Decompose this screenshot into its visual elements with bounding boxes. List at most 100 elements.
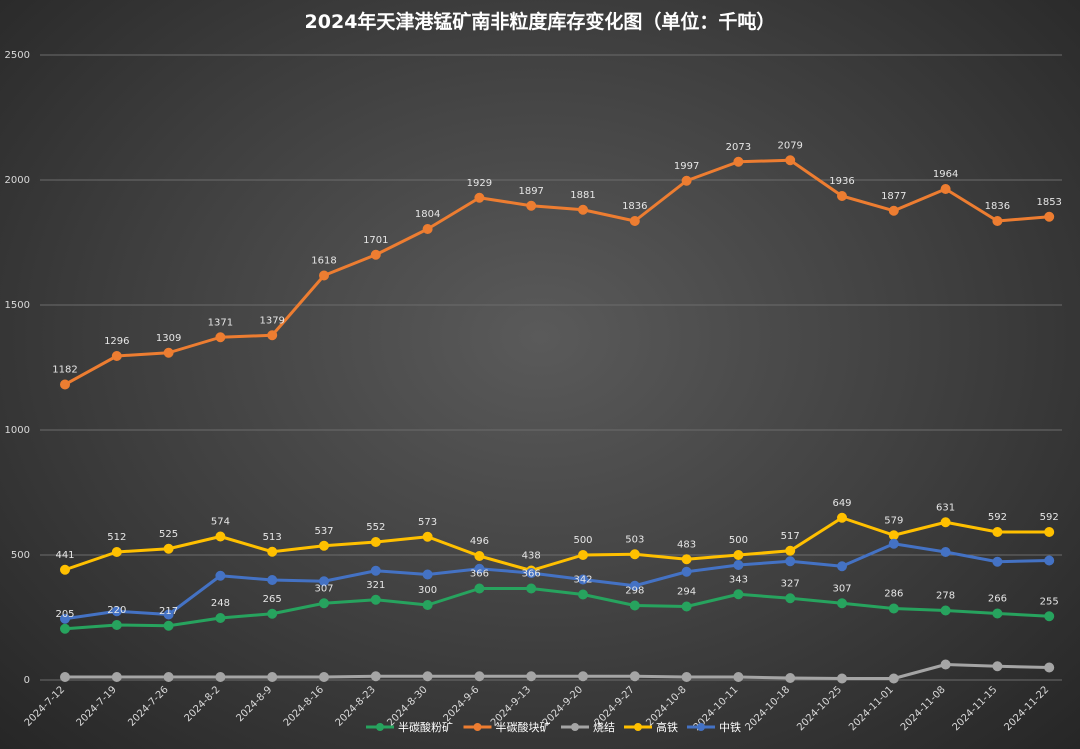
- y-tick-label: 2500: [5, 50, 30, 61]
- data-point: [370, 537, 381, 547]
- data-label: 1881: [570, 190, 595, 201]
- series-line: [64, 516, 1050, 572]
- data-label: 294: [677, 587, 696, 598]
- series-lines: [60, 155, 1055, 684]
- data-point: [733, 672, 744, 682]
- data-label: 500: [573, 535, 592, 546]
- data-point: [422, 600, 433, 610]
- data-point: [267, 608, 278, 619]
- data-label: 1997: [674, 161, 699, 172]
- data-point: [111, 547, 122, 557]
- data-label: 342: [573, 575, 592, 586]
- data-label: 2079: [777, 140, 802, 151]
- gridlines: [40, 54, 1062, 681]
- data-label: 1182: [52, 365, 77, 376]
- data-label: 248: [211, 598, 230, 609]
- data-label: 1371: [208, 317, 233, 328]
- data-point: [60, 564, 70, 575]
- data-point: [370, 671, 381, 682]
- data-point: [837, 561, 847, 572]
- data-point: [733, 589, 744, 600]
- data-point: [526, 583, 537, 594]
- data-label: 1296: [104, 336, 129, 347]
- data-point: [474, 671, 485, 682]
- data-label: 552: [366, 522, 385, 533]
- data-label: 573: [418, 517, 437, 528]
- data-point: [629, 549, 640, 560]
- x-tick-label: 2024-7-12: [23, 684, 67, 728]
- x-tick-label: 2024-11-22: [1002, 684, 1051, 733]
- data-point: [111, 606, 122, 617]
- data-point: [1044, 611, 1055, 622]
- data-point: [370, 594, 381, 605]
- data-point: [785, 545, 796, 556]
- y-tick-label: 1500: [5, 300, 30, 311]
- data-point: [215, 570, 226, 581]
- data-label: 512: [107, 532, 126, 543]
- x-tick-label: 2024-8-16: [282, 684, 326, 728]
- data-point: [215, 672, 226, 682]
- data-point: [111, 351, 122, 361]
- data-label: 579: [884, 515, 903, 526]
- data-point: [629, 671, 640, 682]
- data-point: [837, 598, 847, 609]
- data-label: 321: [366, 580, 385, 591]
- legend-label: 中铁: [719, 721, 741, 734]
- data-label: 205: [55, 609, 74, 620]
- series-line: [64, 158, 1050, 386]
- y-tick-label: 1000: [5, 425, 30, 436]
- data-point: [888, 205, 899, 216]
- data-label: 1309: [156, 333, 181, 344]
- data-label: 366: [522, 569, 541, 580]
- data-label: 2073: [726, 142, 751, 153]
- data-point: [888, 673, 899, 684]
- data-label: 1897: [518, 186, 543, 197]
- data-label: 496: [470, 536, 489, 547]
- data-point: [319, 270, 329, 281]
- data-point: [60, 623, 70, 634]
- data-label: 278: [936, 591, 955, 602]
- data-point: [681, 672, 692, 682]
- data-point: [474, 551, 485, 561]
- data-point: [785, 593, 796, 604]
- y-axis-ticks: 0 500 1000 1500 2000 2500: [5, 50, 30, 686]
- data-point: [888, 530, 899, 541]
- data-point: [578, 204, 588, 215]
- x-tick-label: 2024-10-18: [743, 684, 792, 733]
- data-label: 1836: [985, 201, 1010, 212]
- data-label: 517: [781, 531, 800, 542]
- data-point: [940, 605, 951, 616]
- data-point: [370, 565, 381, 576]
- data-point: [992, 216, 1003, 226]
- data-point: [319, 540, 329, 551]
- data-point: [319, 598, 329, 609]
- data-point: [629, 580, 640, 591]
- data-label: 525: [159, 529, 178, 540]
- data-point: [888, 603, 899, 614]
- data-point: [733, 560, 744, 570]
- x-tick-label: 2024-11-01: [847, 684, 896, 733]
- data-label: 1853: [1036, 197, 1061, 208]
- legend-marker: [473, 723, 482, 731]
- data-label: 266: [988, 594, 1007, 605]
- data-point: [163, 609, 174, 620]
- data-point: [215, 332, 226, 343]
- y-tick-label: 0: [24, 675, 30, 686]
- data-point: [1044, 527, 1055, 537]
- x-tick-label: 2024-7-19: [75, 684, 119, 728]
- data-label: 265: [263, 594, 282, 605]
- data-label: 592: [988, 512, 1007, 523]
- data-label: 307: [314, 583, 333, 594]
- data-point: [1044, 211, 1055, 222]
- data-point: [111, 620, 122, 630]
- data-point: [992, 556, 1003, 567]
- data-point: [578, 550, 588, 560]
- data-point: [319, 672, 329, 682]
- y-tick-label: 2000: [5, 175, 30, 186]
- legend-marker: [697, 723, 705, 731]
- data-label: 286: [884, 589, 903, 600]
- data-point: [267, 330, 278, 341]
- data-point: [940, 547, 951, 557]
- x-tick-label: 2024-8-9: [234, 684, 274, 724]
